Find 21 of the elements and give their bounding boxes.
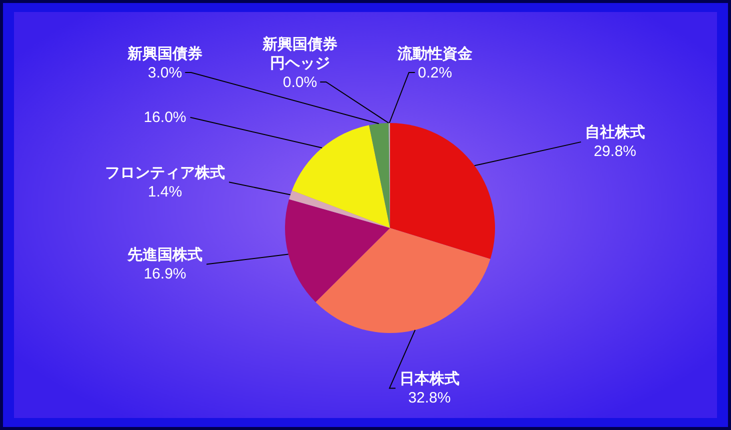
pie-slice	[285, 199, 390, 302]
slice-label: フロンティア株式	[105, 164, 225, 182]
slice-label: 新興国債券	[126, 44, 202, 62]
pie-slice	[390, 123, 495, 259]
data-label: 3.0%	[148, 64, 182, 82]
data-label: 32.8%	[408, 389, 451, 406]
slice-label: 先進国株式	[126, 246, 202, 264]
slice-label: 流動性資金	[396, 44, 472, 62]
data-label: 0.2%	[418, 64, 452, 82]
pie-slice	[316, 228, 490, 333]
category-label: 新興国債券円ヘッジ	[262, 36, 338, 72]
pie-slice	[292, 125, 390, 228]
text: 0.0%	[282, 74, 318, 91]
data-label: 29.8%	[594, 143, 636, 160]
slice-label: 日本株式	[399, 370, 460, 388]
slice-label: 自社株式	[585, 124, 645, 142]
data-label: 1.4%	[148, 183, 182, 200]
pie-slice	[369, 123, 390, 228]
pie-slice	[289, 190, 390, 228]
data-label: 16.9%	[144, 265, 186, 282]
data-label: 16.0%	[144, 109, 186, 126]
